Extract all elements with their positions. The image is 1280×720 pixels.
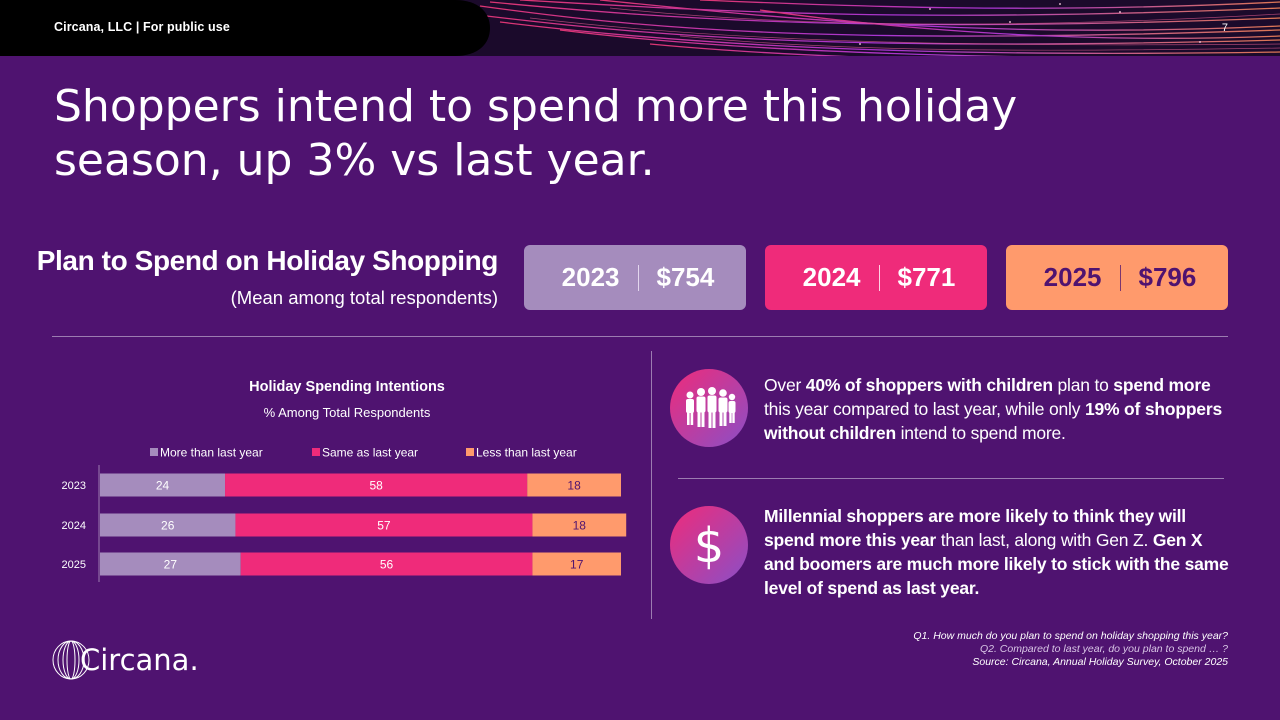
insight-divider [678,478,1224,479]
footnote-q2: Q2. Compared to last year, do you plan t… [979,643,1228,655]
footnote-q1: Q1. How much do you plan to spend on hol… [913,630,1228,642]
chart-title: Holiday Spending Intentions [249,379,445,395]
data-label: 27 [164,558,178,572]
legend-swatch [312,448,320,456]
legend-label: Less than last year [476,446,577,460]
spend-year: 2024 [802,262,861,292]
spend-box-2024: 2024 $771 [765,245,987,310]
spend-year: 2023 [561,262,620,292]
circana-logo [52,640,90,680]
data-label: 18 [567,479,581,493]
bar-segment [240,552,533,576]
spend-box-2023: 2023 $754 [524,245,746,310]
bar-segment [100,552,241,576]
spend-divider [637,264,639,291]
footnote-source: Source: Circana, Annual Holiday Survey, … [972,656,1228,668]
svg-text:$: $ [694,518,725,574]
chart-subtitle: % Among Total Respondents [263,405,431,420]
insight-text-segment: Over [764,375,806,395]
logo-wordmark: Circana. [80,643,199,677]
page-title-line-2: season, up 3% vs last year. [54,135,655,186]
data-label: 24 [156,479,170,493]
legend-swatch [150,448,158,456]
page-number: 7 [1221,22,1228,34]
spend-amount: $771 [897,262,956,292]
insight-text-segment: plan to [1052,375,1114,395]
data-label: 58 [369,479,383,493]
bar-segment [235,513,533,537]
insight-text-segment: Gen X and boomers are much more likely t… [764,530,1229,598]
spend-divider [878,264,880,291]
page-title: Shoppers intend to spend more this holid… [54,80,1174,188]
top-banner: Circana, LLC | For public use 7 [0,0,1280,56]
category-label: 2024 [62,520,86,532]
insight-text-segment: intend to spend more. [895,423,1066,443]
category-label: 2025 [62,559,86,571]
category-label: 2023 [62,480,86,492]
spend-divider [1119,264,1121,291]
spend-box-2025: 2025 $796 [1006,245,1228,310]
bar-segment [100,513,236,537]
insight-text-children: Over 40% of shoppers with children plan … [764,373,1230,445]
section-divider [52,336,1228,337]
page-title-line-1: Shoppers intend to spend more this holid… [54,81,1018,132]
spend-section-title: Plan to Spend on Holiday Shopping [36,245,499,276]
stacked-bar-chart: More than last year Same as last year Less… [62,446,627,582]
data-label: 26 [161,519,175,533]
data-label: 56 [380,558,394,572]
data-label: 57 [377,519,391,533]
spend-section-subtitle: (Mean among total respondents) [230,287,498,308]
insight-text-segment: 19% of shoppers without children [764,399,1222,443]
insight-text-generations: Millennial shoppers are more likely to t… [764,504,1230,600]
insight-text-segment: than last, along with Gen Z. [936,530,1153,550]
bar-segment [532,552,621,576]
dollar-sign-icon: $ [670,506,748,584]
legend-swatch [466,448,474,456]
insight-text-segment: this year compared to last year, while o… [764,399,1085,419]
bar-segment [225,473,528,497]
light-streaks-graphic [0,0,1280,56]
insight-text-segment: Millennial shoppers are more likely to t… [764,506,1186,550]
bar-segment [527,473,621,497]
data-label: 17 [570,558,584,572]
insight-text-segment: spend more [1113,375,1211,395]
data-label: 18 [573,519,587,533]
legend-label: More than last year [160,446,263,460]
header-label: Circana, LLC | For public use [54,20,230,34]
people-silhouettes-icon [670,369,748,447]
spend-amount: $796 [1138,262,1197,292]
legend-label: Same as last year [322,446,418,460]
bar-segment [532,513,627,537]
spend-amount: $754 [656,262,715,292]
footnotes: Q1. How much do you plan to spend on hol… [913,630,1228,669]
insight-text-segment: 40% of shoppers with children [805,375,1053,395]
column-divider [651,351,652,619]
bar-segment [100,473,226,497]
spend-year: 2025 [1043,262,1102,292]
